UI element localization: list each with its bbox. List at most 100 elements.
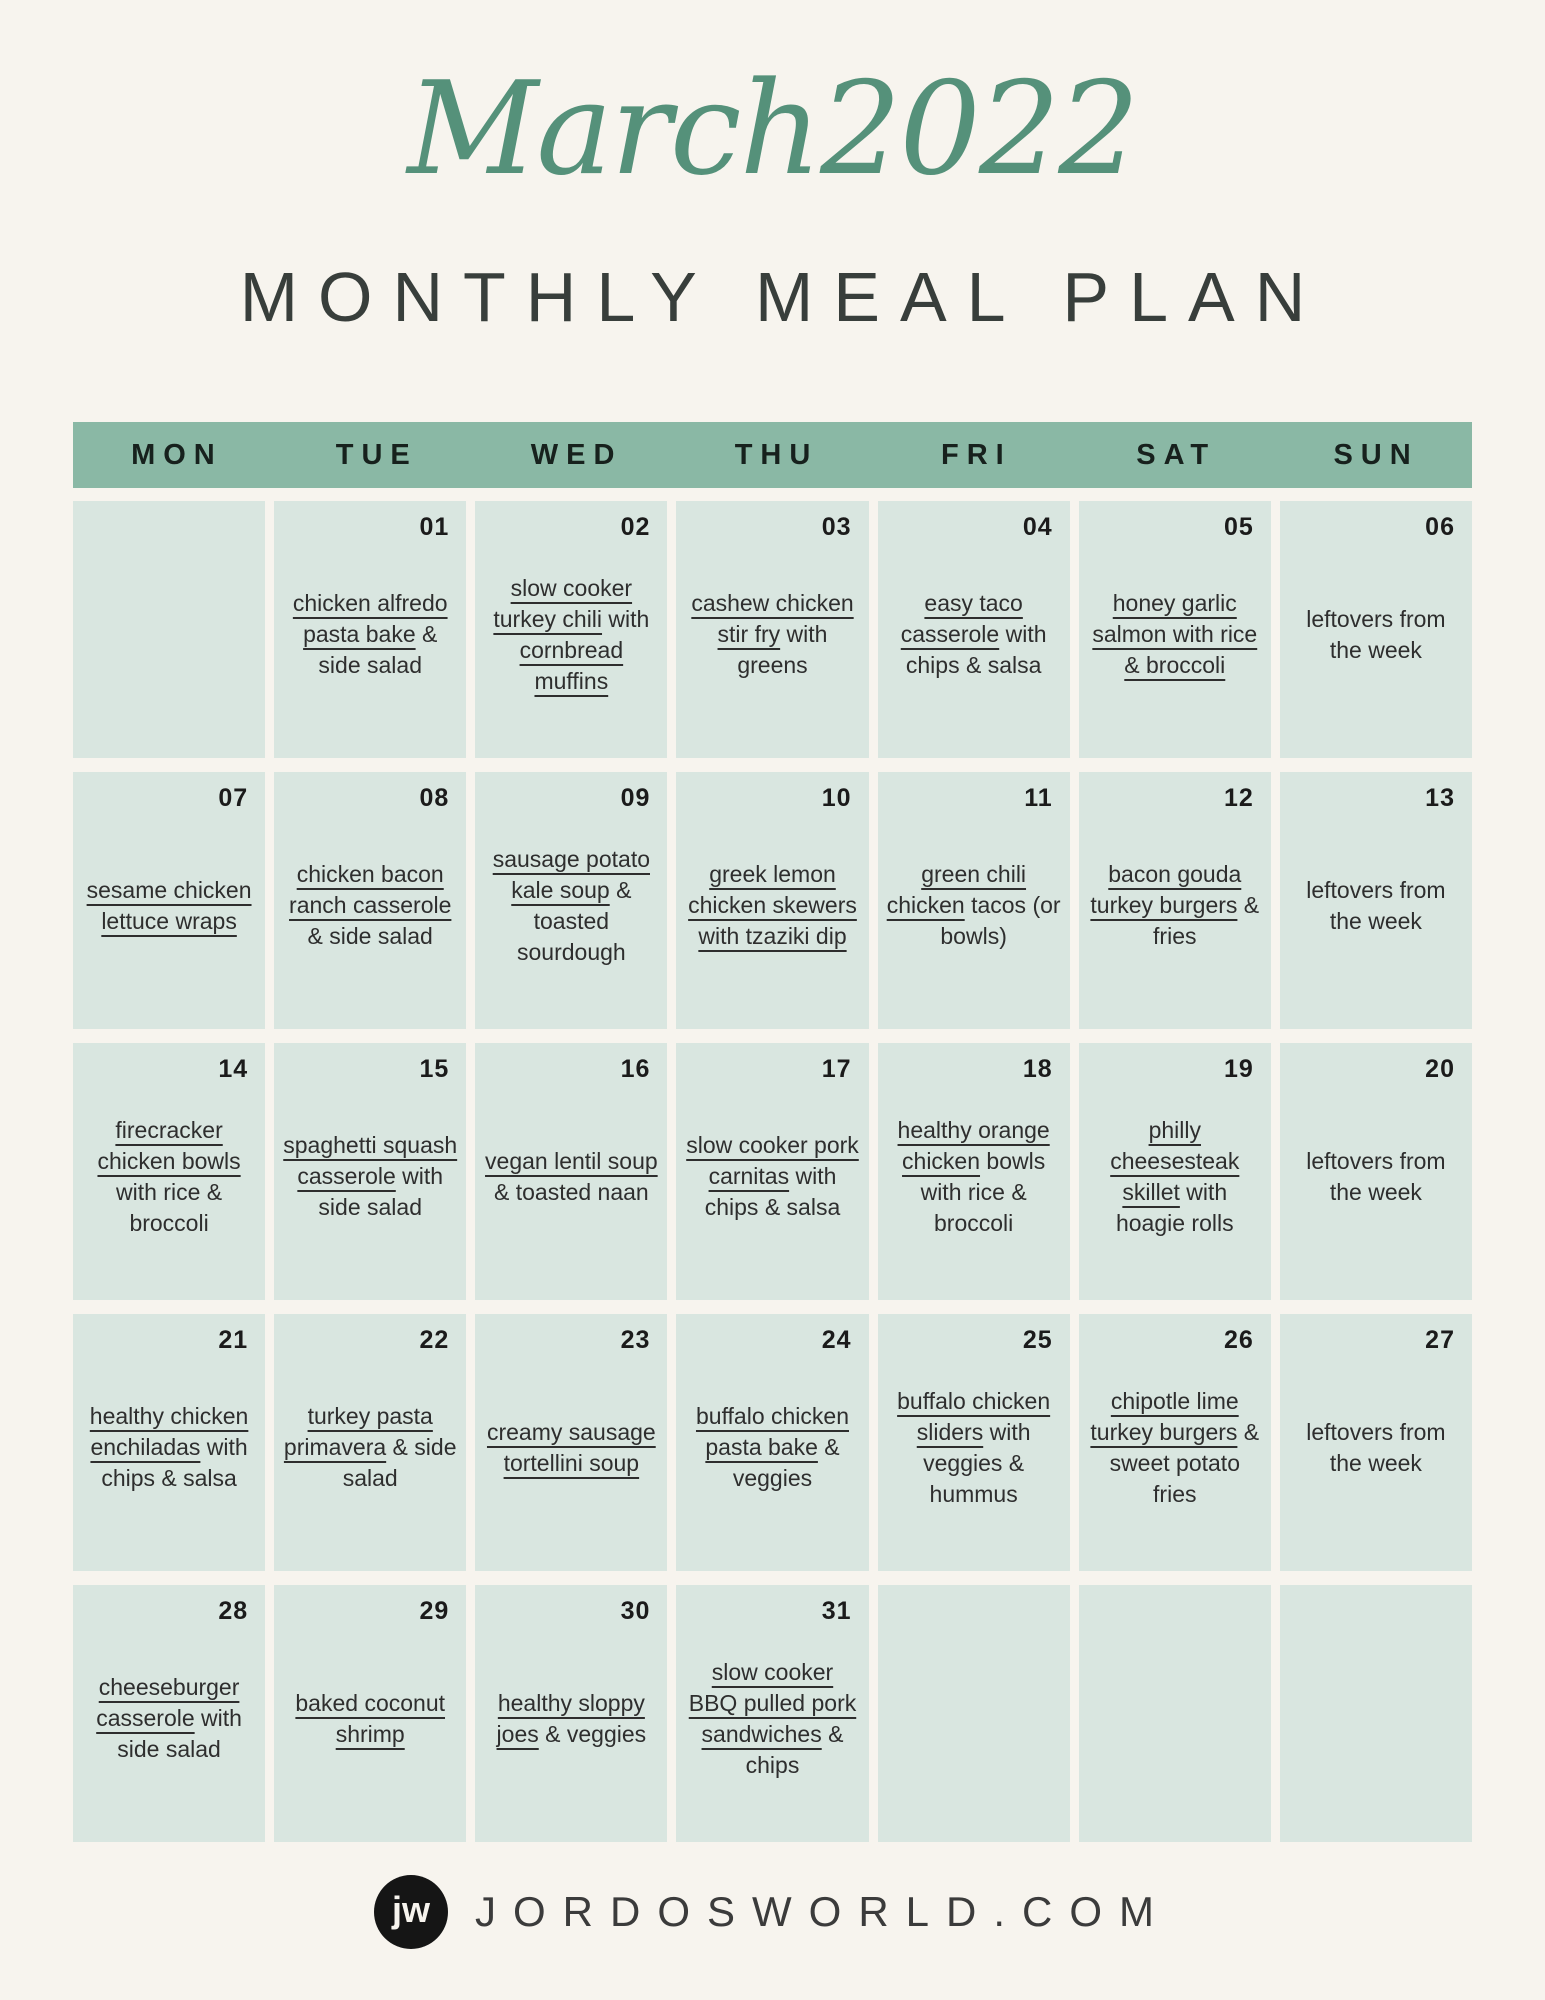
day-number: 27	[1425, 1326, 1455, 1354]
meal-text: green chili chicken tacos (or bowls)	[887, 859, 1061, 952]
calendar-cell: 07 sesame chicken lettuce wraps	[73, 772, 266, 1029]
day-number: 16	[620, 1055, 651, 1083]
meal-link[interactable]: spaghetti squash casserole	[283, 1132, 458, 1189]
calendar-cell	[73, 501, 266, 758]
calendar-grid: 01 chicken alfredo pasta bake & side sala…	[73, 501, 1472, 1842]
calendar-cell: 19 philly cheesesteak skillet with hoagie…	[1078, 1043, 1271, 1300]
meal-plain-text: with chips & salsa	[101, 1434, 248, 1491]
day-number: 12	[1224, 784, 1254, 812]
meal-text: firecracker chicken bowls with rice & br…	[82, 1115, 256, 1239]
day-number: 06	[1425, 513, 1455, 541]
day-number: 28	[218, 1597, 249, 1625]
meal-link[interactable]: cashew chicken stir fry	[691, 590, 854, 647]
meal-text: easy taco casserole with chips & salsa	[887, 588, 1061, 681]
meal-link[interactable]: easy taco casserole	[900, 590, 1023, 647]
meal-text: healthy orange chicken bowls with rice &…	[887, 1115, 1061, 1239]
jw-logo-text: jw	[391, 1889, 430, 1930]
meal-link[interactable]: buffalo chicken sliders	[897, 1387, 1051, 1445]
meal-link[interactable]: slow cooker turkey chili	[493, 574, 633, 632]
meal-plain-text: & veggies	[538, 1720, 647, 1747]
calendar-cell: 21 healthy chicken enchiladas with chips …	[73, 1314, 266, 1571]
meal-link[interactable]: vegan lentil soup	[485, 1147, 658, 1174]
meal-text: chicken alfredo pasta bake & side salad	[283, 588, 457, 681]
day-number: 09	[620, 784, 651, 812]
meal-link[interactable]: sesame chicken lettuce wraps	[86, 876, 252, 934]
meal-text: vegan lentil soup & toasted naan	[484, 1146, 658, 1208]
meal-text: buffalo chicken sliders with veggies & h…	[887, 1386, 1061, 1510]
meal-text: leftovers from the week	[1289, 1417, 1463, 1479]
meal-link[interactable]: sausage potato kale soup	[492, 845, 650, 903]
jw-logo: jw	[374, 1875, 448, 1949]
meal-link[interactable]: cheeseburger casserole	[96, 1674, 240, 1731]
meal-plain-text: with	[602, 605, 650, 632]
meal-link[interactable]: healthy chicken enchiladas	[89, 1403, 249, 1460]
meal-plain-text: leftovers from the week	[1306, 605, 1446, 663]
meal-plain-text: & toasted sourdough	[517, 876, 632, 965]
meal-text: greek lemon chicken skewers with tzaziki…	[685, 859, 859, 952]
meal-link[interactable]: cornbread muffins	[519, 636, 624, 694]
meal-text: leftovers from the week	[1289, 604, 1463, 666]
calendar-cell: 14 firecracker chicken bowls with rice & …	[73, 1043, 266, 1300]
calendar-cell: 15 spaghetti squash casserole with side s…	[274, 1043, 467, 1300]
meal-text: healthy chicken enchiladas with chips & …	[82, 1401, 256, 1494]
meal-text: slow cooker BBQ pulled pork sandwiches &…	[685, 1657, 859, 1781]
calendar-cell: 05 honey garlic salmon with rice & brocco…	[1078, 501, 1271, 758]
meal-link[interactable]: chipotle lime turkey burgers	[1090, 1387, 1239, 1445]
meal-link[interactable]: turkey pasta primavera	[283, 1403, 433, 1460]
meal-link[interactable]: honey garlic salmon with rice & broccoli	[1092, 590, 1258, 678]
meal-link[interactable]: creamy sausage tortellini soup	[486, 1418, 656, 1476]
meal-link[interactable]: buffalo chicken pasta bake	[695, 1403, 849, 1460]
meal-link[interactable]: slow cooker BBQ pulled pork sandwiches	[688, 1658, 857, 1747]
meal-plain-text: & veggies	[732, 1434, 840, 1491]
calendar-cell: 27 leftovers from the week	[1279, 1314, 1472, 1571]
calendar-cell: 10 greek lemon chicken skewers with tzazi…	[676, 772, 869, 1029]
meal-link[interactable]: firecracker chicken bowls	[97, 1116, 241, 1174]
meal-link[interactable]: greek lemon chicken skewers with tzaziki…	[688, 861, 857, 949]
meal-link[interactable]: chicken bacon ranch casserole	[289, 861, 452, 918]
meal-link[interactable]: chicken alfredo pasta bake	[292, 590, 448, 647]
day-number: 18	[1022, 1055, 1053, 1083]
meal-text: sausage potato kale soup & toasted sourd…	[484, 844, 658, 968]
calendar-cell	[1078, 1585, 1271, 1842]
meal-link[interactable]: healthy orange chicken	[897, 1116, 1050, 1174]
meal-plain-text: leftovers from the week	[1306, 1418, 1446, 1476]
meal-link[interactable]: green chili chicken	[886, 861, 1027, 918]
calendar-cell	[877, 1585, 1070, 1842]
meal-text: philly cheesesteak skillet with hoagie r…	[1088, 1115, 1262, 1239]
meal-plain-text: with hoagie rolls	[1115, 1178, 1234, 1236]
calendar-cell: 28 cheeseburger casserole with side salad	[73, 1585, 266, 1842]
meal-text: leftovers from the week	[1289, 875, 1463, 937]
calendar-cell: 17 slow cooker pork carnitas with chips &…	[676, 1043, 869, 1300]
meal-text: cheeseburger casserole with side salad	[82, 1672, 256, 1765]
meal-link[interactable]: healthy sloppy joes	[496, 1689, 645, 1747]
day-number: 10	[821, 784, 852, 812]
day-header-thu: THU	[734, 438, 819, 471]
day-number: 07	[218, 784, 249, 812]
day-number: 13	[1425, 784, 1455, 812]
day-number: 05	[1224, 513, 1254, 541]
calendar-cell: 25 buffalo chicken sliders with veggies &…	[877, 1314, 1070, 1571]
meal-link[interactable]: bacon gouda turkey burgers	[1090, 861, 1242, 918]
meal-plain-text: leftovers from the week	[1306, 876, 1446, 934]
day-number: 08	[419, 784, 450, 812]
day-number: 30	[620, 1597, 651, 1625]
calendar-cell	[1279, 1585, 1472, 1842]
day-number: 19	[1224, 1055, 1254, 1083]
meal-link[interactable]: baked coconut shrimp	[295, 1689, 446, 1747]
calendar-cell: 11 green chili chicken tacos (or bowls)	[877, 772, 1070, 1029]
day-header-mon: MON	[131, 438, 223, 471]
meal-plain-text: with side salad	[318, 1163, 444, 1220]
meal-text: slow cooker turkey chili with cornbread …	[484, 573, 658, 697]
calendar-cell: 08 chicken bacon ranch casserole & side s…	[274, 772, 467, 1029]
calendar-cell: 06 leftovers from the week	[1279, 501, 1472, 758]
day-header-row: MON TUE WED THU FRI SAT SUN	[73, 422, 1472, 488]
meal-link[interactable]: philly cheesesteak skillet	[1110, 1116, 1240, 1205]
meal-plain-text: with rice & broccoli	[116, 1178, 223, 1236]
day-number: 29	[419, 1597, 450, 1625]
meal-text: turkey pasta primavera & side salad	[283, 1401, 457, 1494]
day-number: 31	[821, 1597, 852, 1625]
day-header-sat: SAT	[1136, 438, 1217, 471]
calendar-cell: 24 buffalo chicken pasta bake & veggies	[676, 1314, 869, 1571]
meal-link[interactable]: slow cooker pork carnitas	[686, 1132, 859, 1189]
meal-text: baked coconut shrimp	[283, 1688, 457, 1750]
